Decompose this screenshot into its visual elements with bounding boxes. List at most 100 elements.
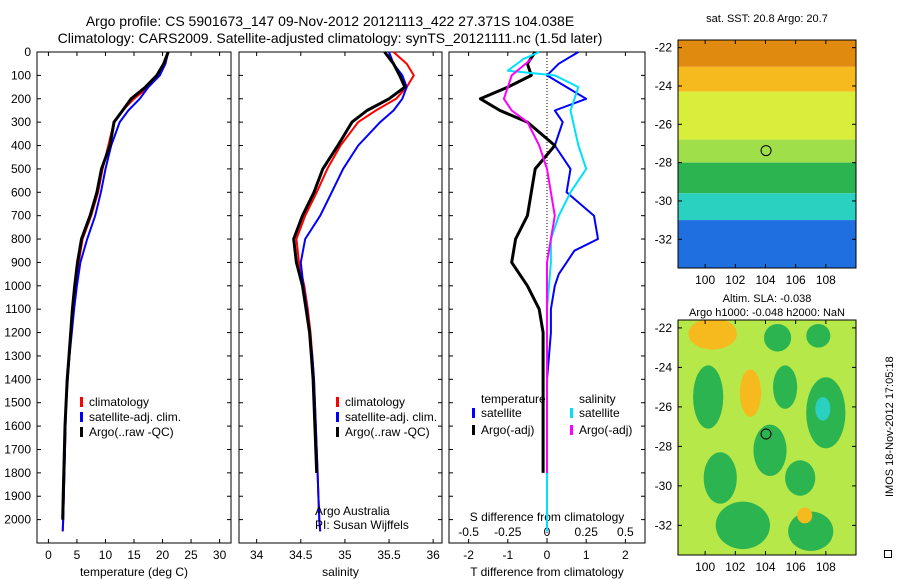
depth-tick-label: 1300 — [4, 349, 31, 363]
map-blob — [788, 511, 834, 552]
s-tick-label: 0 — [544, 525, 551, 539]
map-blob — [715, 501, 771, 550]
depth-tick-label: 600 — [11, 185, 31, 199]
legend-group-heading: temperature — [481, 392, 546, 406]
map-band — [678, 66, 856, 92]
series-line — [292, 51, 407, 473]
sla-map-subtitle: Argo h1000: -0.048 h2000: NaN — [689, 307, 845, 319]
map-x-tick-label: 104 — [755, 560, 775, 574]
map-band — [678, 91, 856, 140]
x-axis-label: T difference from climatology — [470, 565, 624, 579]
map-x-tick-label: 108 — [816, 560, 836, 574]
map-blob — [785, 460, 816, 496]
legend-label: satellite — [481, 406, 522, 420]
pi-annotation: Argo Australia — [315, 504, 390, 518]
series-line — [61, 51, 170, 520]
pi-annotation: PI: Susan Wijffels — [315, 518, 409, 532]
depth-tick-label: 200 — [11, 92, 31, 106]
x-tick-label: 0 — [544, 548, 551, 562]
map-band — [678, 220, 856, 268]
map-y-tick-label: -26 — [655, 117, 673, 131]
x-tick-label: 1 — [583, 548, 590, 562]
legend-label: Argo(..raw -QC) — [89, 425, 174, 439]
depth-tick-label: 1800 — [4, 466, 31, 480]
sla-map — [678, 320, 856, 555]
depth-tick-label: 100 — [11, 68, 31, 82]
legend-swatch — [570, 408, 573, 418]
map-x-tick-label: 106 — [786, 560, 806, 574]
imos-credit: IMOS 18-Nov-2012 17:05:18 — [884, 356, 896, 497]
s-tick-label: 0.5 — [617, 525, 634, 539]
map-blob — [797, 507, 813, 524]
depth-tick-label: 400 — [11, 139, 31, 153]
depth-tick-label: 1100 — [5, 302, 31, 316]
legend-label: satellite — [579, 406, 620, 420]
depth-tick-label: 700 — [11, 209, 31, 223]
map-y-tick-label: -32 — [655, 232, 673, 246]
map-x-tick-label: 104 — [755, 273, 775, 287]
legend-swatch — [80, 427, 83, 437]
depth-tick-label: 1000 — [4, 279, 31, 293]
depth-tick-label: 300 — [11, 115, 31, 129]
map-x-tick-label: 102 — [725, 560, 745, 574]
depth-tick-label: 1700 — [4, 442, 31, 456]
map-y-tick-label: -24 — [655, 79, 673, 93]
legend-label: Argo(..raw -QC) — [345, 425, 430, 439]
map-y-tick-label: -24 — [655, 360, 673, 374]
legend-label: climatology — [89, 395, 149, 409]
map-y-tick-label: -28 — [655, 156, 673, 170]
series-line — [502, 58, 556, 473]
depth-tick-label: 0 — [24, 45, 31, 59]
legend-swatch — [80, 397, 83, 407]
legend-swatch — [336, 427, 339, 437]
legend-label: Argo(-adj) — [579, 423, 632, 437]
legend-label: satellite-adj. clim. — [345, 410, 437, 424]
float-position-marker — [760, 145, 772, 157]
legend-label: Argo(-adj) — [481, 423, 534, 437]
map-x-tick-label: 100 — [695, 560, 715, 574]
map-frame — [677, 39, 857, 269]
s-tick-label: 0.25 — [575, 525, 599, 539]
x-tick-label: 0 — [45, 548, 52, 562]
legend-swatch — [472, 408, 475, 418]
map-frame — [677, 319, 857, 556]
map-band — [678, 162, 856, 194]
map-x-tick-label: 102 — [725, 273, 745, 287]
map-blob — [815, 397, 831, 421]
profile-panel-frame-1 — [36, 51, 232, 544]
map-blob — [688, 320, 737, 350]
map-y-tick-label: -30 — [655, 194, 673, 208]
map-blob — [703, 452, 737, 504]
depth-tick-label: 800 — [11, 232, 31, 246]
x-tick-label: 34 — [250, 548, 264, 562]
depth-tick-label: 1500 — [4, 396, 31, 410]
x-tick-label: 36 — [426, 548, 440, 562]
map-blob — [806, 323, 831, 348]
depth-tick-label: 1200 — [4, 326, 31, 340]
map-band — [678, 193, 856, 221]
map-blob — [739, 369, 761, 417]
map-blob — [763, 323, 792, 352]
depth-tick-label: 1400 — [4, 372, 31, 386]
legend-swatch — [336, 397, 339, 407]
x-tick-label: 25 — [184, 548, 198, 562]
map-band — [678, 40, 856, 67]
map-blob — [753, 424, 787, 477]
x-tick-label: 2 — [622, 548, 629, 562]
sst-map-title: sat. SST: 20.8 Argo: 20.7 — [706, 13, 828, 25]
x-tick-label: -2 — [463, 548, 474, 562]
x-tick-label: 35 — [338, 548, 352, 562]
map-y-tick-label: -22 — [655, 41, 673, 55]
depth-tick-label: 500 — [11, 162, 31, 176]
x-tick-label: 15 — [127, 548, 141, 562]
x-tick-label: -1 — [502, 548, 513, 562]
depth-tick-label: 900 — [11, 255, 31, 269]
legend-swatch — [80, 412, 83, 422]
sst-map — [678, 40, 856, 268]
x-tick-label: 30 — [213, 548, 227, 562]
map-y-tick-label: -28 — [655, 439, 673, 453]
map-band — [678, 139, 856, 163]
s-tick-label: -0.25 — [494, 525, 522, 539]
x-tick-label: 20 — [156, 548, 170, 562]
